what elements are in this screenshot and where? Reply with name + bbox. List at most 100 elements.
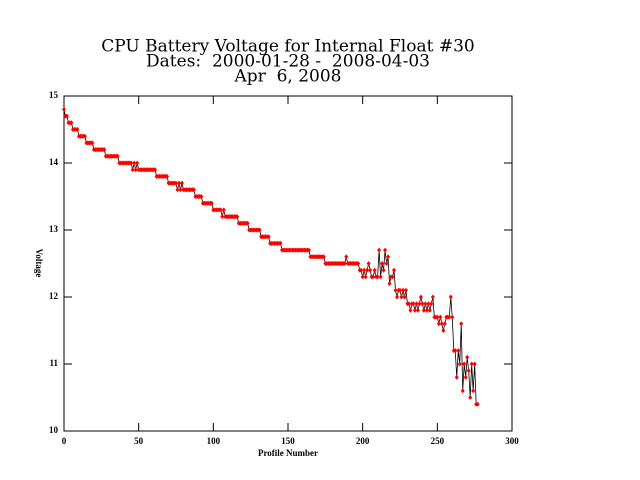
data-point [174, 180, 178, 186]
data-point [463, 374, 468, 380]
data-point [457, 361, 462, 367]
data-point [406, 301, 411, 307]
x-tick-label: 50 [134, 436, 144, 446]
data-point [235, 214, 240, 220]
data-point [421, 307, 426, 313]
data-point [450, 314, 455, 320]
data-point [362, 267, 367, 273]
data-point [191, 187, 196, 193]
data-point [453, 348, 458, 354]
data-point [384, 261, 389, 266]
y-tick-label: 12 [49, 291, 59, 301]
data-point [90, 140, 95, 146]
data-point [392, 267, 397, 273]
data-point [459, 321, 464, 327]
data-point [460, 388, 465, 394]
data-point [403, 287, 408, 293]
data-point [75, 127, 80, 132]
data-point [209, 200, 214, 206]
data-point [439, 321, 444, 327]
y-tick-label: 13 [49, 224, 59, 234]
data-point [372, 267, 377, 273]
data-point [475, 401, 480, 407]
chart-subtitle: Dates: 2000-01-28 - 2008-04-03 [146, 52, 430, 72]
data-point [371, 274, 376, 280]
data-point [365, 267, 370, 273]
data-point [426, 301, 431, 307]
data-point [441, 328, 446, 333]
data-point [321, 254, 326, 260]
data-point [400, 287, 405, 293]
data-point [424, 307, 429, 313]
data-point [468, 395, 473, 400]
data-point [153, 167, 158, 173]
data-point [133, 167, 138, 173]
data-point [435, 314, 440, 320]
data-point [366, 261, 371, 266]
data-point [257, 227, 262, 233]
data-point [469, 361, 474, 367]
data-point [415, 307, 420, 313]
data-point [266, 234, 271, 240]
data-point [220, 214, 225, 220]
data-point [135, 160, 140, 166]
y-axis-label: Voltage [34, 249, 44, 278]
data-point [375, 274, 380, 280]
data-point [69, 120, 74, 126]
data-point [64, 113, 69, 119]
data-point [408, 307, 413, 313]
data-point [245, 220, 250, 226]
y-tick-label: 15 [49, 90, 59, 100]
data-point [199, 194, 204, 199]
data-point [378, 274, 383, 280]
data-point [344, 254, 349, 260]
data-point [387, 281, 392, 287]
data-point [398, 287, 402, 293]
data-point [472, 361, 477, 367]
data-point [462, 361, 467, 367]
data-point [380, 261, 385, 266]
data-point [360, 274, 365, 280]
data-point [411, 301, 416, 307]
data-point [306, 247, 311, 253]
data-point [456, 348, 461, 354]
data-point [395, 294, 400, 300]
data-point [438, 314, 443, 320]
y-tick-label: 14 [49, 157, 59, 167]
data-point [132, 160, 137, 166]
data-point [402, 294, 407, 300]
data-point [399, 294, 404, 300]
data-point [178, 187, 183, 193]
data-point [176, 180, 181, 186]
data-point [130, 167, 135, 173]
data-point [62, 106, 66, 112]
data-point [423, 301, 428, 307]
data-point [454, 374, 459, 380]
data-point [383, 247, 388, 253]
x-tick-label: 300 [505, 436, 519, 446]
data-point [368, 267, 373, 273]
data-point [471, 388, 476, 394]
x-tick-label: 200 [356, 436, 370, 446]
data-point [221, 207, 226, 213]
data-point [412, 307, 417, 313]
data-point [436, 321, 441, 327]
data-point [465, 354, 470, 360]
data-point [427, 307, 432, 313]
data-line [63, 109, 478, 405]
data-point [390, 274, 395, 280]
data-point [381, 267, 386, 273]
data-point [417, 301, 422, 307]
data-point [356, 261, 361, 266]
chart-title: CPU Battery Voltage for Internal Float #… [101, 37, 474, 57]
chart-date: Apr 6, 2008 [234, 67, 342, 87]
plot-frame [63, 95, 513, 432]
data-point [418, 294, 423, 300]
data-point [429, 301, 434, 307]
data-point [447, 314, 452, 320]
data-point [359, 267, 364, 273]
data-point [278, 240, 283, 246]
data-point [175, 187, 180, 193]
data-point [82, 133, 87, 139]
